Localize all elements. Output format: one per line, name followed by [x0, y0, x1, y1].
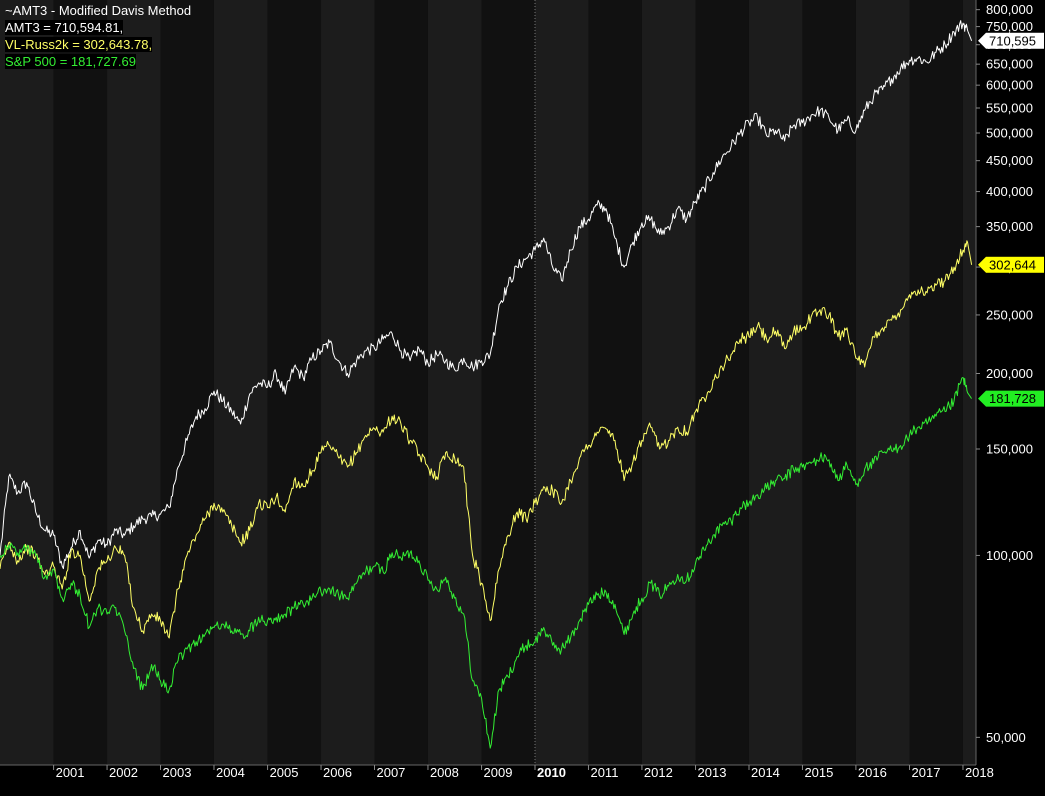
series-line-amt3 — [0, 20, 973, 570]
legend-amt3: AMT3 = 710,594.81, — [5, 20, 124, 35]
year-band — [374, 0, 428, 765]
year-band — [695, 0, 749, 765]
y-tick-label: 100,000 — [986, 548, 1033, 563]
x-tick-label: 2016 — [858, 765, 887, 780]
y-tick-label: 550,000 — [986, 101, 1033, 116]
year-band — [535, 0, 589, 765]
y-tick-label: 450,000 — [986, 153, 1033, 168]
y-tick-label: 200,000 — [986, 366, 1033, 381]
chart-title: ~AMT3 - Modified Davis Method — [5, 3, 192, 18]
x-tick-label: 2005 — [270, 765, 299, 780]
year-band — [107, 0, 161, 765]
x-tick-label: 2012 — [644, 765, 673, 780]
series-line-s-p-500 — [0, 377, 973, 749]
year-band — [267, 0, 322, 765]
year-band — [481, 0, 536, 765]
x-tick-label: 2010 — [537, 765, 566, 780]
x-tick-label: 2009 — [484, 765, 513, 780]
plot-lines — [0, 20, 973, 749]
series-line-vl-russ2k — [0, 240, 973, 639]
year-band — [53, 0, 108, 765]
last-value-badge — [986, 390, 1044, 407]
x-axis: 2001 2002 2003 2004 2005 2006 2007 2008 2009 2010… — [53, 765, 994, 780]
legend-sp500: S&P 500 = 181,727.69 — [5, 54, 136, 69]
last-value-badge — [986, 32, 1044, 49]
year-bands — [0, 0, 977, 766]
x-tick-label: 2013 — [698, 765, 727, 780]
y-tick-label: 650,000 — [986, 57, 1033, 72]
x-tick-label: 2018 — [965, 765, 994, 780]
year-band — [0, 0, 54, 765]
x-tick-label: 2002 — [109, 765, 138, 780]
year-band — [962, 0, 976, 765]
x-tick-label: 2007 — [376, 765, 405, 780]
legend-vl-russ2k: VL-Russ2k = 302,643.78, — [5, 37, 153, 52]
last-value-label: 181,728 — [989, 391, 1036, 406]
y-tick-label: 50,000 — [986, 730, 1026, 745]
year-band — [427, 0, 482, 765]
last-value-label: 710,595 — [989, 33, 1036, 48]
year-band — [855, 0, 910, 765]
y-axis: 50,000100,000150,000200,000250,000300,00… — [976, 2, 1033, 745]
x-tick-label: 2004 — [216, 765, 245, 780]
year-band — [588, 0, 642, 765]
last-value-label: 302,644 — [989, 257, 1036, 272]
x-tick-label: 2003 — [163, 765, 192, 780]
year-band — [802, 0, 856, 765]
y-tick-label: 150,000 — [986, 442, 1033, 457]
y-tick-label: 500,000 — [986, 126, 1033, 141]
y-tick-label: 800,000 — [986, 2, 1033, 17]
last-value-labels: 710,595 302,644 181,728 — [978, 32, 1044, 407]
year-band — [748, 0, 803, 765]
year-band — [160, 0, 214, 765]
legend: ~AMT3 - Modified Davis Method AMT3 = 710… — [5, 2, 191, 70]
x-tick-label: 2015 — [804, 765, 833, 780]
x-tick-label: 2011 — [590, 765, 618, 780]
last-value-badge — [986, 256, 1044, 273]
y-tick-label: 250,000 — [986, 307, 1033, 322]
last-value-pointer — [978, 32, 986, 49]
year-band — [213, 0, 268, 765]
last-value-pointer — [978, 390, 986, 407]
y-tick-label: 600,000 — [986, 78, 1033, 93]
x-tick-label: 2014 — [751, 765, 780, 780]
year-band — [641, 0, 696, 765]
x-tick-label: 2001 — [56, 765, 85, 780]
x-tick-label: 2006 — [323, 765, 352, 780]
y-tick-label: 350,000 — [986, 219, 1033, 234]
y-tick-label: 400,000 — [986, 184, 1033, 199]
last-value-pointer — [978, 256, 986, 273]
x-tick-label: 2017 — [912, 765, 941, 780]
year-band — [909, 0, 963, 765]
y-tick-label: 750,000 — [986, 19, 1033, 34]
x-tick-label: 2008 — [430, 765, 459, 780]
year-band — [321, 0, 375, 765]
